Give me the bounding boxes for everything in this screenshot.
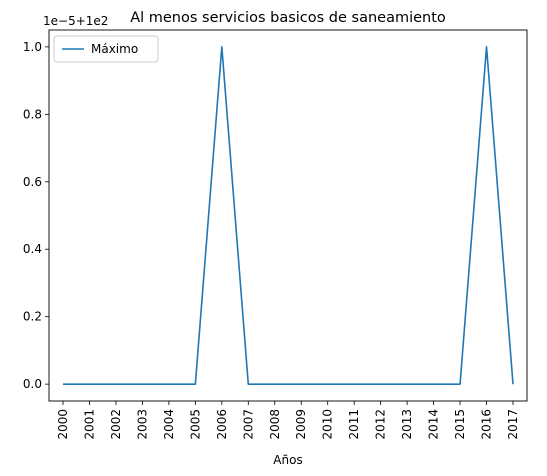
y-tick-label: 0.6 [23, 175, 42, 189]
series-line-0 [63, 46, 514, 385]
x-tick-label: 2004 [162, 409, 176, 440]
axes-frame [48, 29, 528, 402]
x-tick-label: 2002 [109, 409, 123, 440]
x-axis-label: Años [273, 453, 302, 467]
data-point [168, 383, 170, 385]
x-tick-label: 2010 [321, 409, 335, 440]
y-tick-label: 0.8 [23, 107, 42, 121]
data-point [380, 383, 382, 385]
data-point [433, 383, 435, 385]
y-tick-label: 1.0 [23, 40, 42, 54]
x-axis: 2000 2001 2002 2003 2004 2005 2006 2007 2008 2009… [56, 401, 520, 440]
y-tick-label: 0.0 [23, 377, 42, 391]
data-point [300, 383, 302, 385]
legend-label: Máximo [91, 42, 138, 56]
data-point [142, 383, 144, 385]
x-tick-label: 2009 [294, 409, 308, 440]
x-tick-label: 2015 [453, 409, 467, 440]
data-point [327, 383, 329, 385]
data-point [195, 383, 197, 385]
data-point [459, 383, 461, 385]
x-tick-label: 2013 [400, 409, 414, 440]
x-tick-label: 2008 [268, 409, 282, 440]
y-tick-label: 0.2 [23, 310, 42, 324]
x-tick-label: 2017 [506, 409, 520, 440]
data-point [353, 383, 355, 385]
plot-area [62, 46, 514, 385]
x-tick-label: 2011 [347, 409, 361, 440]
chart-title: Al menos servicios basicos de saneamient… [130, 10, 446, 26]
x-tick-label: 2012 [374, 409, 388, 440]
data-point [247, 383, 249, 385]
data-point [274, 383, 276, 385]
x-tick-label: 2000 [56, 409, 70, 440]
y-offset-text: 1e−5+1e2 [43, 14, 108, 28]
x-tick-label: 2001 [82, 409, 96, 440]
y-tick-label: 0.4 [23, 242, 42, 256]
data-point [221, 46, 223, 48]
legend: Máximo [53, 35, 159, 63]
y-axis: 0.0 0.2 0.4 0.6 0.8 1.0 [23, 40, 49, 391]
data-point [115, 383, 117, 385]
legend-box [53, 35, 159, 63]
x-tick-label: 2003 [135, 409, 149, 440]
x-tick-label: 2016 [480, 409, 494, 440]
x-tick-label: 2007 [241, 409, 255, 440]
x-tick-label: 2006 [215, 409, 229, 440]
data-point [62, 383, 64, 385]
x-tick-label: 2005 [188, 409, 202, 440]
data-point [89, 383, 91, 385]
x-tick-label: 2014 [427, 409, 441, 440]
data-point [486, 46, 488, 48]
data-point [406, 383, 408, 385]
data-point [512, 383, 514, 385]
